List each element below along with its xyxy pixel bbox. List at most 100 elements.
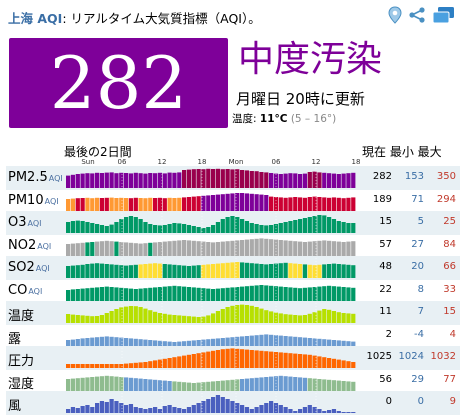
row-bar-chart [66,370,356,391]
chart-bar [249,350,254,368]
chart-bar [186,340,192,346]
chart-bar [153,311,158,323]
chart-bar [177,239,182,256]
current-value: 57 [379,238,392,250]
chart-bar [167,285,172,301]
chart-bar [264,264,269,278]
pollutant-row[interactable]: O3AQI 15 5 25 [6,211,460,235]
chart-bar [177,223,182,233]
pollutant-row[interactable]: PM2.5AQI 282 153 350 [6,166,460,190]
header-subtitle: : リアルタイム大気質指標（AQI）。 [62,11,261,26]
chart-bar [322,411,327,413]
chart-bar [128,306,134,323]
chart-bar [302,218,308,233]
chart-bar [95,364,100,368]
chart-bar [206,338,211,346]
chart-bar [191,405,196,413]
chart-bar [85,364,90,368]
current-value: 56 [379,373,392,385]
chart-bar [351,223,356,233]
chart-bar [196,287,201,301]
chart-bar [249,171,254,188]
chart-bar [148,263,153,278]
min-value: 29 [411,373,424,385]
chart-bar [230,169,235,188]
aqi-value-box: 282 [9,38,228,128]
chart-bar [191,354,196,368]
chart-bar [148,224,153,233]
chart-bar [80,406,85,413]
chart-bar [99,263,105,278]
chart-bar [95,403,100,413]
chart-bar [302,287,308,301]
chart-bar [346,380,351,391]
chart-bar [172,407,177,413]
chart-bar [138,288,143,301]
chart-bar [235,378,240,391]
chart-bar [128,377,134,391]
chart-bar [288,409,293,413]
chart-bar [186,225,192,233]
chart-bar [104,286,109,301]
chart-bar [162,286,167,301]
chart-bar [191,226,196,233]
chart-bar [288,314,293,323]
chart-bar [215,380,221,391]
pollutant-row[interactable]: 露 2 -4 4 [6,324,460,348]
chart-bar [196,227,201,233]
chart-bar [312,337,317,346]
share-icon[interactable] [408,6,426,28]
row-bar-chart [66,393,356,413]
chart-bar [138,173,143,188]
chart-bar [201,287,206,301]
chart-bar [288,263,293,278]
chart-bar [235,169,240,188]
chart-bar [66,339,71,346]
chart-bar [283,222,288,233]
location-pin-icon[interactable] [388,6,402,28]
chart-bar [70,243,76,256]
pollutant-row[interactable]: COAQI 22 8 33 [6,279,460,303]
chart-bar [322,285,327,301]
pollutant-row[interactable]: NO2AQI 57 27 84 [6,234,460,258]
chart-bar [143,339,148,346]
chart-bar [269,401,274,413]
pollutant-row[interactable]: 風 0 0 9 [6,391,460,415]
chart-bar [336,411,341,413]
chart-bar [177,265,182,278]
chart-bar [95,336,100,346]
pollutant-row[interactable]: 湿度 56 29 77 [6,369,460,393]
chart-bar [244,335,250,346]
pollutant-row[interactable]: 温度 11 7 15 [6,301,460,325]
row-sublabel: AQI [27,219,42,228]
chart-bar [90,197,95,211]
chart-bar [283,262,288,278]
chart-bar [278,263,283,278]
row-label: 湿度 [8,376,35,392]
chart-bar [191,316,196,323]
chart-bar [211,397,216,413]
chart-bar [109,264,114,278]
chart-bar [85,197,90,211]
chart-bar [317,215,322,233]
chart-bar [186,239,192,256]
chart-bar [143,264,148,278]
row-label: 温度 [8,309,35,324]
chart-bar [66,289,71,301]
row-label: 風 [8,399,22,414]
chart-bar [162,264,167,278]
chart-bar [80,337,85,346]
pollutant-row[interactable]: 圧力 1025 1024 1032 [6,346,460,370]
chart-bar [206,315,211,323]
chart-bar [288,221,293,233]
chart-bar [283,286,288,301]
chart-bar [230,286,235,301]
chart-bar [215,263,221,278]
city-aqi-link[interactable]: 上海 AQI [8,11,63,26]
min-value: 1024 [398,351,424,362]
hour-label: Sun [81,158,95,166]
pollutant-row[interactable]: PM10AQI 189 71 294 [6,189,460,213]
windows-icon[interactable] [432,6,456,28]
chart-bar [177,315,182,323]
pollutant-row[interactable]: SO2AQI 48 20 66 [6,256,460,280]
